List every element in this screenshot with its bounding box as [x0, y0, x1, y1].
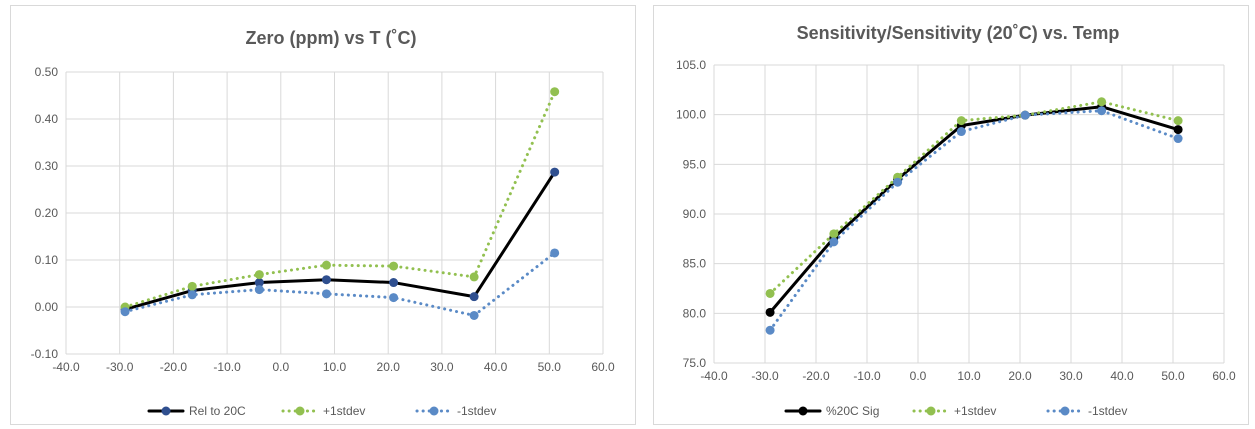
data-point: [321, 260, 331, 270]
data-point: [1173, 134, 1183, 144]
data-point: [956, 116, 966, 126]
x-tick-label: 30.0: [430, 360, 454, 374]
legend-marker: [798, 406, 808, 416]
x-tick-label: -20.0: [160, 360, 188, 374]
data-point: [254, 285, 264, 295]
y-tick-label: 0.40: [35, 112, 59, 126]
x-tick-label: 20.0: [377, 360, 401, 374]
data-point: [1173, 116, 1183, 126]
data-point: [550, 167, 560, 177]
x-tick-label: 40.0: [1110, 369, 1134, 383]
data-point: [550, 87, 560, 97]
legend-marker: [429, 406, 439, 416]
data-point: [469, 310, 479, 320]
legend-label: -1stdev: [457, 404, 496, 418]
y-tick-label: 0.10: [35, 253, 59, 267]
data-point: [120, 307, 130, 317]
data-point: [1020, 110, 1030, 120]
x-tick-label: -40.0: [700, 369, 728, 383]
data-point: [550, 248, 560, 258]
data-point: [829, 237, 839, 247]
data-point: [389, 261, 399, 271]
x-tick-label: -30.0: [106, 360, 134, 374]
y-tick-label: 100.0: [676, 108, 706, 122]
x-tick-label: 40.0: [484, 360, 508, 374]
data-point: [187, 290, 197, 300]
data-point: [1097, 106, 1107, 116]
x-tick-label: -10.0: [213, 360, 241, 374]
y-tick-label: 80.0: [683, 306, 707, 320]
y-tick-label: 95.0: [683, 157, 707, 171]
data-point: [254, 278, 264, 288]
legend-label: Rel to 20C: [189, 404, 246, 418]
x-tick-label: -20.0: [802, 369, 830, 383]
legend-label: +1stdev: [954, 404, 996, 418]
x-tick-label: 0.0: [910, 369, 927, 383]
y-tick-label: 105.0: [676, 58, 706, 72]
legend-marker: [295, 406, 305, 416]
x-tick-label: -40.0: [52, 360, 80, 374]
x-tick-label: 30.0: [1059, 369, 1083, 383]
x-tick-label: 20.0: [1008, 369, 1032, 383]
data-point: [765, 325, 775, 335]
data-point: [1173, 125, 1183, 135]
series-line-2: [123, 90, 557, 309]
data-point: [829, 229, 839, 239]
data-point: [389, 278, 399, 288]
data-point: [389, 293, 399, 303]
legend-label: +1stdev: [323, 404, 365, 418]
x-tick-label: 50.0: [1161, 369, 1185, 383]
legend-marker: [1060, 406, 1070, 416]
sensitivity-chart-panel: Sensitivity/Sensitivity (20˚C) vs. Temp …: [653, 5, 1249, 425]
data-point: [469, 272, 479, 282]
legend-marker: [926, 406, 936, 416]
y-tick-label: 85.0: [683, 257, 707, 271]
data-point: [469, 292, 479, 302]
x-tick-label: 60.0: [1212, 369, 1236, 383]
series-line-3: [768, 109, 1180, 332]
data-point: [1097, 97, 1107, 107]
legend-marker: [161, 406, 171, 416]
x-tick-label: 50.0: [538, 360, 562, 374]
legend-label: %20C Sig: [826, 404, 879, 418]
data-point: [893, 177, 903, 187]
data-point: [321, 275, 331, 285]
x-tick-label: 60.0: [591, 360, 615, 374]
y-tick-label: 0.30: [35, 159, 59, 173]
x-tick-label: 0.0: [272, 360, 289, 374]
x-tick-label: 10.0: [323, 360, 347, 374]
x-tick-label: -30.0: [751, 369, 779, 383]
y-tick-label: 75.0: [683, 356, 707, 370]
y-tick-label: 0.20: [35, 206, 59, 220]
zero-chart-panel: Zero (ppm) vs T (˚C) -40.0 -30.0 -20.0 -10.…: [10, 5, 636, 425]
series-line-2: [768, 100, 1180, 295]
y-tick-label: 0.00: [35, 300, 59, 314]
legend-label: -1stdev: [1088, 404, 1127, 418]
x-tick-label: -10.0: [853, 369, 881, 383]
y-tick-label: 0.50: [35, 65, 59, 79]
series-line-1: [768, 105, 1180, 314]
zero-chart: Zero (ppm) vs T (˚C) -40.0 -30.0 -20.0 -10.…: [31, 28, 615, 418]
y-tick-label: 90.0: [683, 207, 707, 221]
data-point: [187, 281, 197, 291]
chart-title: Sensitivity/Sensitivity (20˚C) vs. Temp: [797, 23, 1120, 43]
data-point: [321, 289, 331, 299]
data-point: [956, 127, 966, 137]
chart-title: Zero (ppm) vs T (˚C): [246, 28, 417, 48]
y-tick-label: -0.10: [31, 347, 59, 361]
sensitivity-chart: Sensitivity/Sensitivity (20˚C) vs. Temp …: [676, 23, 1236, 418]
data-point: [254, 270, 264, 280]
x-tick-label: 10.0: [957, 369, 981, 383]
data-point: [765, 288, 775, 298]
data-point: [765, 307, 775, 317]
